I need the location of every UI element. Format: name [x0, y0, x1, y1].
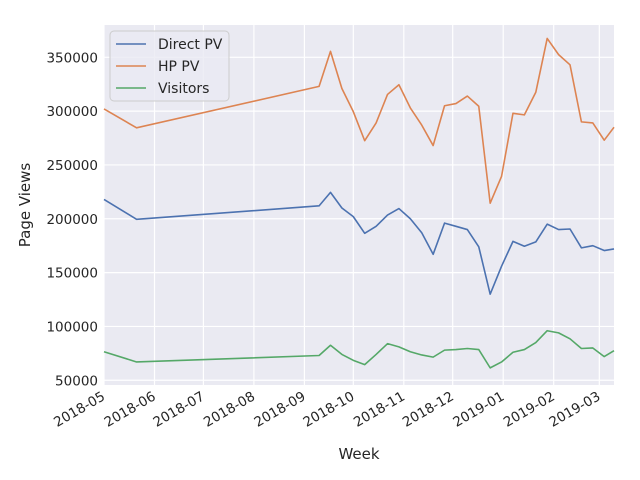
- y-tick-label: 50000: [55, 373, 98, 389]
- y-axis-label: Page Views: [16, 163, 34, 248]
- legend: Direct PV HP PV Visitors: [109, 30, 230, 102]
- y-tick-label: 350000: [46, 50, 98, 66]
- x-tick-label: 2018-09: [252, 389, 309, 431]
- legend-box: [109, 30, 230, 102]
- y-tick-label: 250000: [46, 158, 98, 174]
- y-tick-label: 150000: [46, 266, 98, 282]
- y-tick-label: 100000: [46, 319, 98, 335]
- y-tick-labels: 50000 100000 150000 200000 250000 300000 35000…: [46, 50, 98, 389]
- x-tick-label: 2018-06: [102, 389, 159, 431]
- x-tick-label: 2019-03: [546, 389, 603, 431]
- y-tick-label: 200000: [46, 212, 98, 228]
- x-tick-label: 2018-07: [151, 389, 208, 431]
- x-tick-labels: 2018-052018-062018-072018-082018-092018-…: [51, 389, 603, 431]
- series-lines: [103, 37, 615, 369]
- x-axis-label: Week: [338, 445, 379, 463]
- x-tick-label: 2018-10: [300, 389, 357, 431]
- series-line-visitors: [103, 329, 615, 369]
- series-line-hp-pv: [103, 37, 615, 204]
- x-tick-label: 2018-11: [351, 389, 408, 431]
- x-tick-label: 2019-01: [450, 389, 507, 431]
- x-tick-label: 2018-08: [201, 389, 258, 431]
- x-tick-label: 2019-02: [501, 389, 558, 431]
- legend-label-direct-pv: Direct PV: [158, 37, 223, 53]
- x-tick-label: 2018-12: [400, 389, 457, 431]
- y-tick-label: 300000: [46, 104, 98, 120]
- legend-label-visitors: Visitors: [158, 81, 209, 97]
- series-line-direct-pv: [103, 191, 615, 295]
- legend-label-hp-pv: HP PV: [158, 59, 200, 75]
- x-tick-label: 2018-05: [51, 389, 108, 431]
